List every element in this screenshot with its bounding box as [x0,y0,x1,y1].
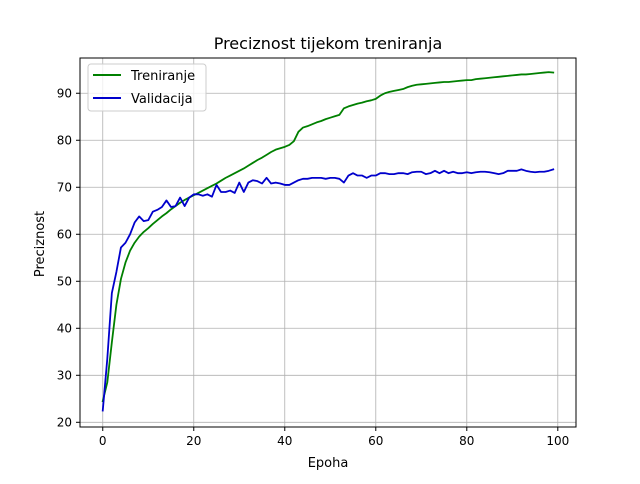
legend-label-treniranje: Treniranje [130,69,195,84]
y-tick-label: 40 [57,321,72,335]
series-line-validacija [101,168,555,412]
y-tick-label: 70 [57,180,72,194]
legend-label-validacija: Validacija [131,92,193,107]
y-tick-label: 50 [57,274,72,288]
x-tick-label: 60 [368,434,383,448]
y-tick-label: 60 [57,227,72,241]
y-axis-label: Preciznost [33,211,48,277]
grid-lines [80,58,576,427]
y-tick-label: 30 [57,368,72,382]
axis-ticks: 0 20 40 60 80 100 20 30 40 50 60 70 80 90 [57,86,570,448]
x-tick-label: 0 [99,434,107,448]
y-tick-label: 90 [57,86,72,100]
chart-title: Preciznost tijekom treniranja [214,34,443,53]
plot-frame [79,57,577,428]
legend: Treniranje Validacija [87,63,207,112]
x-tick-label: 20 [186,434,201,448]
x-tick-label: 80 [459,434,474,448]
series-lines [101,71,555,412]
x-axis-label: Epoha [308,456,349,471]
x-tick-label: 100 [546,434,569,448]
y-tick-label: 80 [57,133,72,147]
y-tick-label: 20 [57,415,72,429]
x-tick-label: 40 [277,434,292,448]
series-line-treniranje [101,71,555,403]
